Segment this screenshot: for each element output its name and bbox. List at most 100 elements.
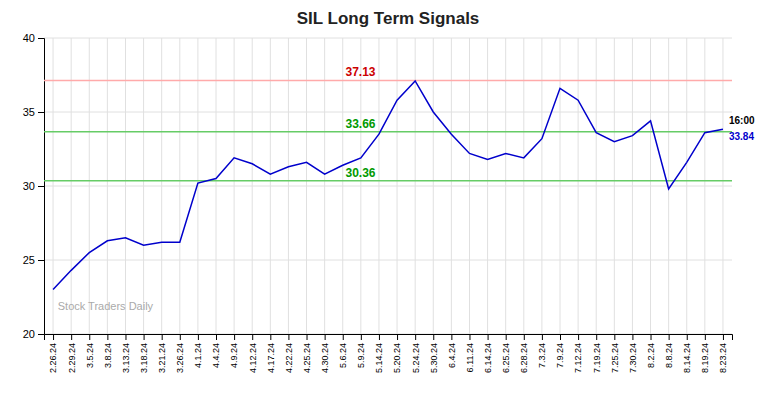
grid-line-x — [487, 38, 488, 334]
x-tick-label: 4.4.24 — [211, 343, 221, 368]
marks — [44, 80, 732, 289]
x-tick-label: 5.30.24 — [429, 343, 439, 373]
x-tick-mark — [162, 334, 163, 340]
chart-svg: 2.26.242.29.243.5.243.8.243.13.243.18.24… — [0, 0, 784, 398]
grid-line-x — [125, 38, 126, 334]
x-tick: 4.25.24 — [302, 334, 312, 373]
y-tick: 40 — [23, 32, 44, 44]
x-tick-label: 3.21.24 — [157, 343, 167, 373]
x-tick: 5.20.24 — [392, 334, 402, 373]
x-tick-label: 3.5.24 — [85, 343, 95, 368]
x-tick-label: 6.11.24 — [465, 343, 475, 372]
grid-line-x — [632, 38, 633, 334]
x-tick: 5.9.24 — [356, 334, 366, 368]
x-tick-mark — [596, 334, 597, 340]
y-axis-line — [38, 39, 45, 335]
x-tick-label: 4.22.24 — [284, 343, 294, 373]
grid-line-x — [722, 38, 723, 334]
grid-line-x — [541, 38, 542, 334]
x-tick-mark — [216, 334, 217, 340]
x-tick: 4.1.24 — [193, 334, 203, 368]
x-tick: 5.30.24 — [429, 334, 439, 373]
x-tick-label: 4.1.24 — [193, 343, 203, 368]
x-tick-label: 3.18.24 — [139, 343, 149, 373]
x-tick: 7.3.24 — [537, 334, 547, 368]
grid-line-x — [596, 38, 597, 334]
x-tick: 3.18.24 — [139, 334, 149, 373]
x-tick: 5.14.24 — [374, 334, 384, 373]
y-tick-mark — [38, 334, 44, 335]
x-tick: 7.12.24 — [573, 334, 583, 373]
x-tick-mark — [89, 334, 90, 340]
grid-line-x — [234, 38, 235, 334]
y-tick: 35 — [23, 106, 44, 118]
x-tick-mark — [651, 334, 652, 340]
x-tick: 7.25.24 — [610, 334, 620, 373]
x-tick-label: 8.2.24 — [646, 343, 656, 368]
x-tick: 4.22.24 — [284, 334, 294, 373]
x-tick-label: 5.14.24 — [374, 343, 384, 373]
x-tick-mark — [53, 334, 54, 340]
x-tick-mark — [180, 334, 181, 340]
x-tick-label: 4.30.24 — [320, 343, 330, 373]
x-tick-label: 4.9.24 — [229, 343, 239, 368]
grid-line-x — [288, 38, 289, 334]
y-tick: 25 — [23, 254, 44, 266]
grid-line-x — [107, 38, 108, 334]
grid-line-x — [143, 38, 144, 334]
grid-line-x — [686, 38, 687, 334]
grid-line-x — [89, 38, 90, 334]
grid-line-x — [433, 38, 434, 334]
x-tick: 3.13.24 — [121, 334, 131, 373]
grid-line-x — [505, 38, 506, 334]
x-tick-mark — [252, 334, 253, 340]
x-axis: 2.26.242.29.243.5.243.8.243.13.243.18.24… — [45, 334, 733, 373]
grid-line-x — [451, 38, 452, 334]
x-tick-label: 7.19.24 — [592, 343, 602, 373]
x-tick: 5.24.24 — [411, 334, 421, 373]
x-tick-label: 3.13.24 — [121, 343, 131, 373]
y-tick-label: 25 — [23, 254, 35, 266]
x-tick-mark — [614, 334, 615, 340]
x-tick-mark — [705, 334, 706, 340]
x-tick: 8.14.24 — [682, 334, 692, 373]
x-tick: 6.4.24 — [447, 334, 457, 368]
grid-line-x — [252, 38, 253, 334]
plot-area: 2.26.242.29.243.5.243.8.243.13.243.18.24… — [23, 32, 755, 373]
x-tick-mark — [198, 334, 199, 340]
end-label: 16:00 — [729, 115, 755, 126]
y-tick-label: 35 — [23, 106, 35, 118]
y-tick-label: 20 — [23, 328, 35, 340]
x-tick-mark — [451, 334, 452, 340]
grid-line-y — [44, 38, 732, 39]
x-tick-label: 7.25.24 — [610, 343, 620, 373]
x-tick-mark — [632, 334, 633, 340]
grid-line-x — [179, 38, 180, 334]
grid-line-x — [161, 38, 162, 334]
x-tick-mark — [361, 334, 362, 340]
y-tick-mark — [38, 260, 44, 261]
x-tick: 3.26.24 — [175, 334, 185, 373]
x-tick-label: 6.14.24 — [483, 343, 493, 373]
y-tick: 20 — [23, 328, 44, 340]
x-tick: 8.23.24 — [718, 334, 728, 373]
grid-line-y — [44, 260, 732, 261]
x-tick: 2.29.24 — [67, 334, 77, 373]
x-tick: 3.8.24 — [103, 334, 113, 368]
x-tick: 7.9.24 — [555, 334, 565, 368]
x-tick-label: 8.23.24 — [718, 343, 728, 373]
x-tick: 7.30.24 — [628, 334, 638, 373]
x-tick-mark — [343, 334, 344, 340]
x-tick: 4.30.24 — [320, 334, 330, 373]
x-tick: 7.19.24 — [592, 334, 602, 373]
y-axis: 2025303540 — [23, 32, 45, 340]
x-tick-label: 4.12.24 — [248, 343, 258, 373]
x-tick-label: 8.19.24 — [700, 343, 710, 373]
grid-line-x — [270, 38, 271, 334]
x-tick: 8.8.24 — [664, 334, 674, 368]
x-tick-mark — [723, 334, 724, 340]
x-tick: 8.19.24 — [700, 334, 710, 373]
x-tick: 6.28.24 — [519, 334, 529, 373]
x-tick-label: 7.30.24 — [628, 343, 638, 373]
grid-line-x — [306, 38, 307, 334]
